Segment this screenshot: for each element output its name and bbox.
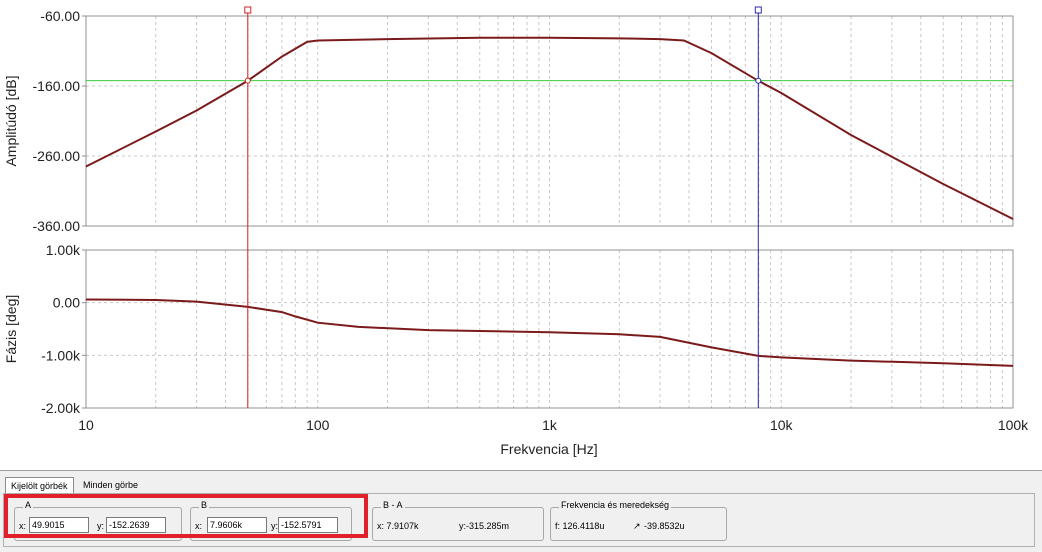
- cursor-a-group: A x: y:: [14, 500, 182, 541]
- amplitude-grid: [86, 16, 1013, 226]
- y-tick-label: -2.00k: [41, 400, 81, 416]
- amplitude-frame: [85, 15, 1014, 227]
- cursor-a-x-input[interactable]: [29, 517, 89, 533]
- x-tick-label: 1k: [542, 417, 558, 433]
- cursor-b-title: B: [199, 500, 210, 510]
- bode-plot: -60.00 -160.00 -260.00 -360.00 1.00k 0.00 -1.…: [3, 6, 1029, 457]
- cursor-b-y-input[interactable]: [278, 517, 338, 533]
- highlight-box: [4, 494, 368, 538]
- phase-grid: [86, 250, 1013, 408]
- cursor-a-x-label: x:: [19, 521, 27, 531]
- tab-content: [3, 493, 1035, 547]
- amplitude-axis-label: Amplitúdó [dB]: [3, 75, 19, 166]
- tab-selected-curves[interactable]: Kijelölt görbék: [5, 477, 74, 495]
- cursor-b-marker: [755, 77, 762, 84]
- y-tick-label: 0.00: [53, 295, 80, 311]
- cursor-b-handle[interactable]: [754, 6, 762, 14]
- cursor-b-group: B x: y:: [190, 500, 352, 541]
- slope-value: -39.8532u: [644, 521, 685, 531]
- cursor-a-y-input[interactable]: [106, 517, 166, 533]
- cursor-a-handle[interactable]: [244, 6, 252, 14]
- cursor-a-marker: [244, 77, 251, 84]
- x-tick-labels: 10 100 1k 10k 100k: [78, 417, 1029, 433]
- slope-arrow-icon: ↗: [633, 521, 641, 531]
- cursor-b-x-label: x:: [195, 521, 203, 531]
- difference-group: B - A x: 7.9107k y:-315.285m: [372, 500, 544, 541]
- difference-y: y:-315.285m: [459, 521, 510, 531]
- phase-axis-label: Fázis [deg]: [3, 295, 19, 363]
- y-tick-label: -360.00: [33, 218, 81, 234]
- difference-x: x: 7.9107k: [377, 521, 419, 531]
- phase-curve: [85, 298, 1014, 367]
- y-tick-label: -160.00: [33, 78, 81, 94]
- x-tick-label: 10k: [770, 417, 794, 433]
- cursor-panel-content: A x: y: B x: y: B - A x: 7.9107k y:-315.…: [0, 470, 1042, 551]
- x-tick-label: 100k: [998, 417, 1029, 433]
- cursor-b-y-label: y:: [271, 521, 279, 531]
- frequency-value: f: 126.4118u: [555, 521, 605, 531]
- frequency-slope-title: Frekvencia és meredekség: [559, 500, 672, 510]
- phase-y-ticks: 1.00k 0.00 -1.00k -2.00k: [41, 242, 86, 416]
- x-tick-label: 10: [78, 417, 94, 433]
- tab-all-curves[interactable]: Minden görbe: [83, 480, 139, 490]
- cursor-a-y-label: y:: [97, 521, 105, 531]
- cursor-b-x-input[interactable]: [207, 517, 267, 533]
- y-tick-label: -60.00: [40, 8, 80, 24]
- phase-frame: [85, 249, 1014, 409]
- frequency-slope-group: Frekvencia és meredekség f: 126.4118u ↗ …: [550, 500, 727, 541]
- y-tick-label: -260.00: [33, 148, 81, 164]
- cursor-a-title: A: [23, 500, 34, 510]
- x-axis-label: Frekvencia [Hz]: [500, 441, 597, 457]
- difference-title: B - A: [381, 500, 405, 510]
- y-tick-label: -1.00k: [41, 347, 81, 363]
- amplitude-y-ticks: -60.00 -160.00 -260.00 -360.00: [33, 8, 86, 234]
- x-tick-label: 100: [306, 417, 330, 433]
- y-tick-label: 1.00k: [46, 242, 81, 258]
